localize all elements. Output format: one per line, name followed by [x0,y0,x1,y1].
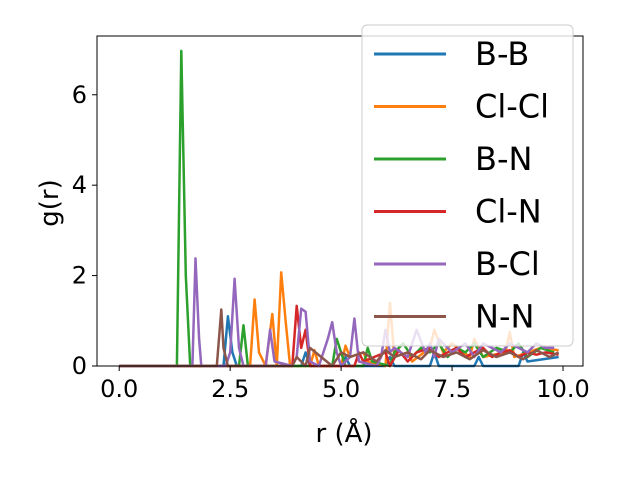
legend-label: Cl-Cl [475,88,549,126]
legend-label: Cl-N [475,193,542,231]
x-axis-label: r (Å) [315,417,372,449]
legend-label: N-N [475,298,534,336]
y-tick-label: 6 [72,81,87,109]
tick-labels: 0.0 2.5 5.0 7.5 10.0 0 2 4 6 [72,81,590,403]
legend: B-B Cl-Cl B-N Cl-N B-Cl N-N [361,24,574,347]
legend-label: B-Cl [475,245,540,283]
y-tick-label: 2 [72,262,87,290]
x-tick-label: 7.5 [433,375,471,403]
plot-frame [96,35,584,367]
legend-box [361,24,574,347]
x-tick-label: 5.0 [322,375,360,403]
y-axis-label: g(r) [35,179,65,226]
x-tick-label: 10.0 [536,375,589,403]
legend-label: B-B [475,35,529,73]
legend-label: B-N [475,140,532,178]
axes [96,35,584,367]
x-tick-label: 2.5 [211,375,249,403]
y-tick-label: 4 [72,171,87,199]
x-tick-label: 0.0 [100,375,138,403]
y-tick-label: 0 [72,352,87,380]
